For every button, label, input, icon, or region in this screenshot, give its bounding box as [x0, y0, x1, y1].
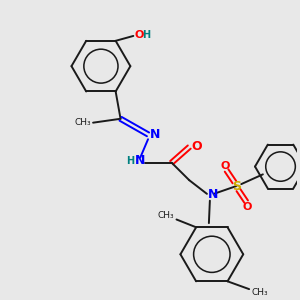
Text: CH₃: CH₃	[158, 211, 175, 220]
Text: O: O	[134, 30, 144, 40]
Text: CH₃: CH₃	[74, 118, 91, 127]
Text: H: H	[142, 30, 150, 40]
Text: CH₃: CH₃	[251, 287, 268, 296]
Text: O: O	[221, 160, 230, 171]
Text: O: O	[191, 140, 202, 153]
Text: N: N	[135, 154, 146, 167]
Text: H: H	[126, 156, 134, 166]
Text: N: N	[208, 188, 218, 201]
Text: N: N	[150, 128, 160, 141]
Text: S: S	[232, 180, 241, 193]
Text: O: O	[242, 202, 252, 212]
